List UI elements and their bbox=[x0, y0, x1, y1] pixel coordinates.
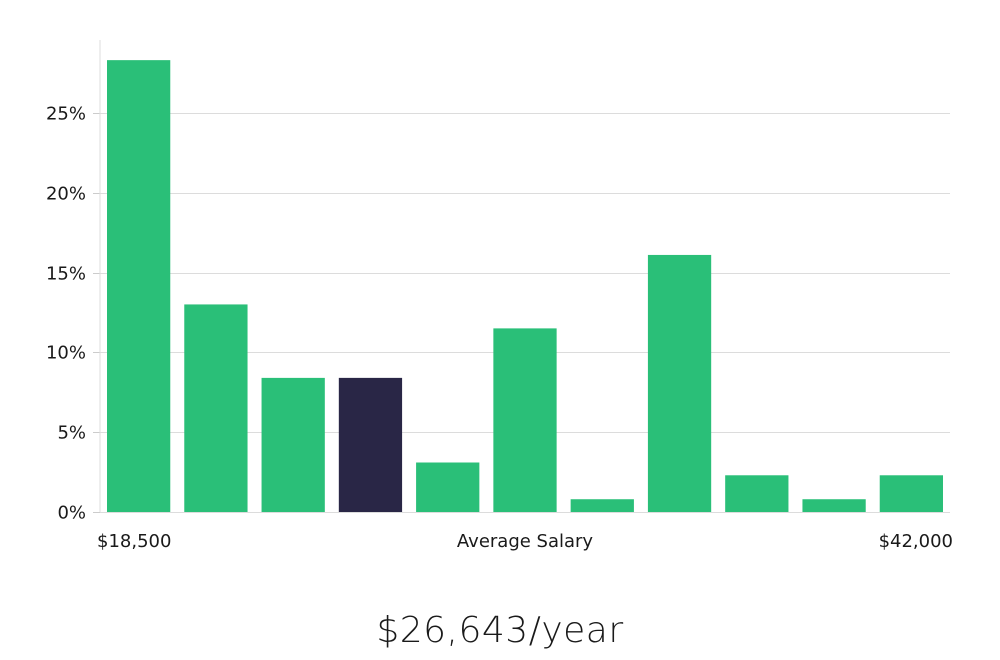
x-max-label: $42,000 bbox=[879, 531, 953, 552]
bar bbox=[416, 462, 480, 512]
bars bbox=[107, 60, 943, 512]
bar bbox=[570, 499, 634, 512]
y-tick-label: 0% bbox=[57, 503, 86, 524]
y-tick-label: 15% bbox=[46, 264, 86, 285]
bar bbox=[879, 475, 943, 512]
bar bbox=[184, 304, 248, 512]
bar bbox=[802, 499, 866, 512]
y-axis-ticks: 0% 5% 10% 15% 20% 25% bbox=[46, 104, 100, 524]
bar bbox=[647, 254, 712, 512]
bar bbox=[261, 377, 325, 512]
bar bbox=[493, 328, 557, 512]
average-salary-value: $26,643/year bbox=[376, 610, 624, 651]
y-tick-label: 25% bbox=[46, 104, 86, 125]
y-tick-label: 10% bbox=[46, 343, 86, 364]
x-min-label: $18,500 bbox=[97, 531, 171, 552]
x-axis-title: Average Salary bbox=[457, 531, 594, 552]
y-tick-label: 20% bbox=[46, 184, 86, 205]
highlighted-bar bbox=[338, 377, 403, 512]
y-tick-label: 5% bbox=[57, 423, 86, 444]
bar bbox=[725, 475, 789, 512]
bar bbox=[107, 60, 171, 512]
salary-histogram: 0%5%10%15%20%25% $18,500 Average Salary … bbox=[46, 40, 953, 552]
